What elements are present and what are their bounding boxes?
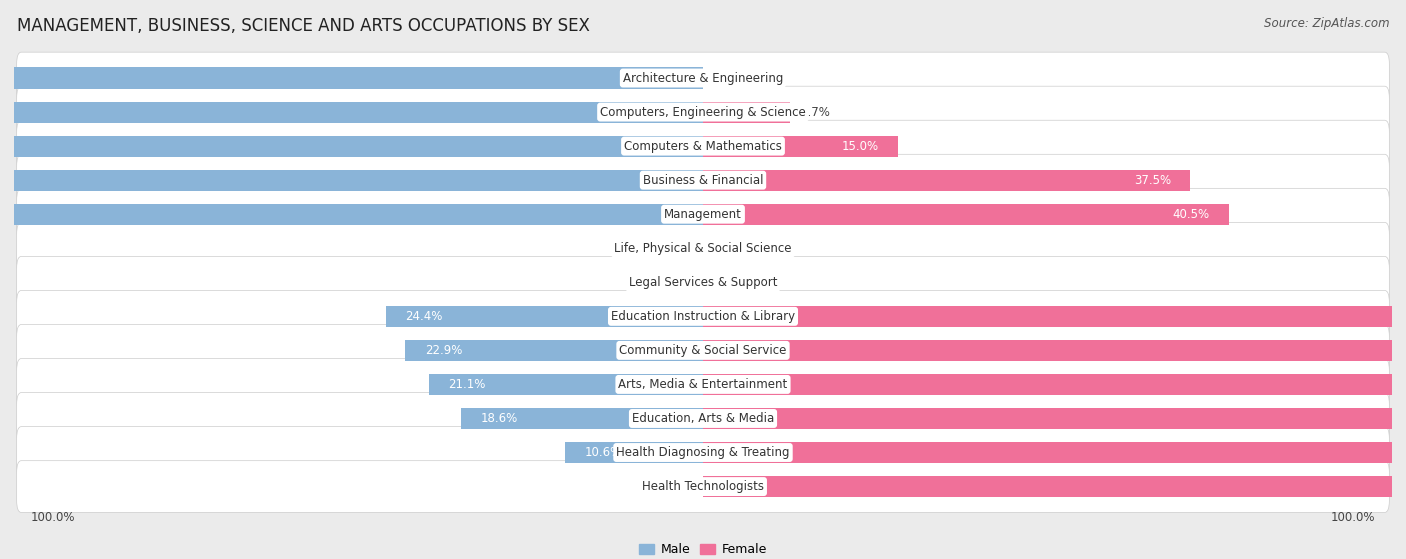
Bar xyxy=(703,476,1406,497)
Legend: Male, Female: Male, Female xyxy=(634,538,772,559)
FancyBboxPatch shape xyxy=(17,427,1389,479)
Text: 10.6%: 10.6% xyxy=(585,446,621,459)
Text: 22.9%: 22.9% xyxy=(425,344,463,357)
Bar xyxy=(703,169,1191,191)
Text: Community & Social Service: Community & Social Service xyxy=(619,344,787,357)
Text: Architecture & Engineering: Architecture & Engineering xyxy=(623,72,783,84)
Text: 0.0%: 0.0% xyxy=(664,276,693,289)
Bar xyxy=(429,374,703,395)
Bar xyxy=(703,340,1406,361)
FancyBboxPatch shape xyxy=(17,86,1389,138)
Text: Health Technologists: Health Technologists xyxy=(643,480,763,493)
Text: 0.0%: 0.0% xyxy=(713,276,742,289)
Text: 6.7%: 6.7% xyxy=(800,106,831,119)
Bar xyxy=(0,68,703,88)
FancyBboxPatch shape xyxy=(17,358,1389,410)
Text: 18.6%: 18.6% xyxy=(481,412,517,425)
Text: Life, Physical & Social Science: Life, Physical & Social Science xyxy=(614,241,792,255)
FancyBboxPatch shape xyxy=(17,120,1389,172)
Bar xyxy=(0,169,703,191)
Bar xyxy=(703,442,1406,463)
Bar xyxy=(703,203,1229,225)
Text: Computers, Engineering & Science: Computers, Engineering & Science xyxy=(600,106,806,119)
FancyBboxPatch shape xyxy=(17,291,1389,342)
FancyBboxPatch shape xyxy=(17,257,1389,308)
Bar xyxy=(405,340,703,361)
Text: 0.0%: 0.0% xyxy=(713,72,742,84)
Text: Legal Services & Support: Legal Services & Support xyxy=(628,276,778,289)
Text: 37.5%: 37.5% xyxy=(1133,174,1171,187)
Text: 0.0%: 0.0% xyxy=(713,241,742,255)
FancyBboxPatch shape xyxy=(17,325,1389,376)
Text: Business & Financial: Business & Financial xyxy=(643,174,763,187)
Text: 100.0%: 100.0% xyxy=(31,511,76,524)
Text: 0.0%: 0.0% xyxy=(664,480,693,493)
Text: MANAGEMENT, BUSINESS, SCIENCE AND ARTS OCCUPATIONS BY SEX: MANAGEMENT, BUSINESS, SCIENCE AND ARTS O… xyxy=(17,17,589,35)
Bar xyxy=(703,136,898,157)
Text: Health Diagnosing & Treating: Health Diagnosing & Treating xyxy=(616,446,790,459)
Text: Education, Arts & Media: Education, Arts & Media xyxy=(631,412,775,425)
FancyBboxPatch shape xyxy=(17,188,1389,240)
Text: Source: ZipAtlas.com: Source: ZipAtlas.com xyxy=(1264,17,1389,30)
Bar xyxy=(0,102,703,122)
Bar xyxy=(0,136,703,157)
FancyBboxPatch shape xyxy=(17,392,1389,444)
Bar xyxy=(703,374,1406,395)
Bar xyxy=(565,442,703,463)
Text: 0.0%: 0.0% xyxy=(664,241,693,255)
Bar xyxy=(703,102,790,122)
Text: 40.5%: 40.5% xyxy=(1173,208,1211,221)
Text: Arts, Media & Entertainment: Arts, Media & Entertainment xyxy=(619,378,787,391)
Bar xyxy=(0,203,703,225)
Text: 24.4%: 24.4% xyxy=(405,310,443,323)
FancyBboxPatch shape xyxy=(17,52,1389,104)
Text: 100.0%: 100.0% xyxy=(1330,511,1375,524)
Bar xyxy=(703,408,1406,429)
Text: Education Instruction & Library: Education Instruction & Library xyxy=(612,310,794,323)
FancyBboxPatch shape xyxy=(17,154,1389,206)
Bar xyxy=(703,306,1406,327)
Text: Management: Management xyxy=(664,208,742,221)
Bar xyxy=(461,408,703,429)
Text: Computers & Mathematics: Computers & Mathematics xyxy=(624,140,782,153)
FancyBboxPatch shape xyxy=(17,461,1389,513)
FancyBboxPatch shape xyxy=(17,222,1389,274)
Text: 15.0%: 15.0% xyxy=(841,140,879,153)
Text: 21.1%: 21.1% xyxy=(449,378,485,391)
Bar xyxy=(385,306,703,327)
